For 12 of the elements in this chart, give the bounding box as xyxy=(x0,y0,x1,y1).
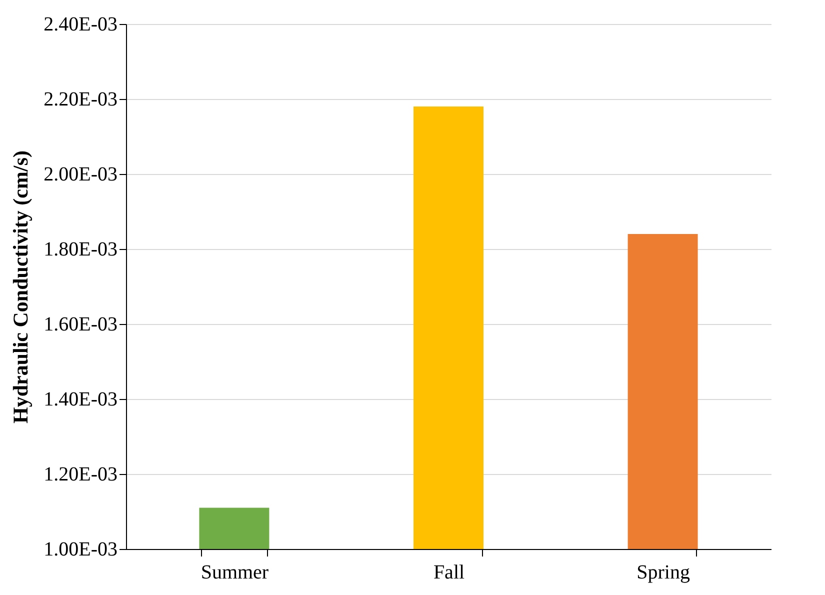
y-tick-label: 2.40E-03 xyxy=(44,14,118,36)
x-tick-label: Spring xyxy=(636,562,690,584)
y-tick-label: 1.00E-03 xyxy=(44,538,118,560)
y-tick-label: 2.00E-03 xyxy=(44,164,118,186)
x-tick-label: Summer xyxy=(200,562,269,584)
y-tick-label: 2.20E-03 xyxy=(44,88,118,110)
y-axis-title: Hydraulic Conductivity (cm/s) xyxy=(8,150,33,424)
x-tick-label: Fall xyxy=(433,562,465,584)
y-tick-label: 1.40E-03 xyxy=(44,388,118,410)
y-tick-label: 1.60E-03 xyxy=(44,314,118,336)
y-tick-label: 1.20E-03 xyxy=(44,464,118,486)
y-tick-label: 1.80E-03 xyxy=(44,238,118,260)
